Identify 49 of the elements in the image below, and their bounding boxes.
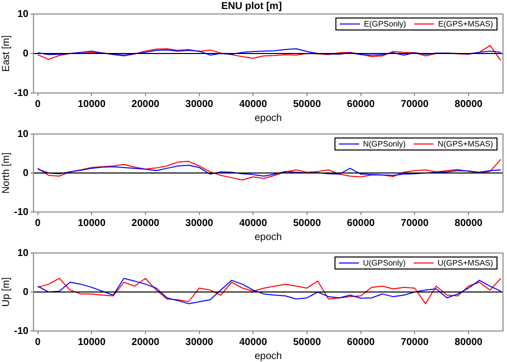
x-tick-label: 0 [34, 336, 41, 348]
y-axis-title: North [m] [0, 152, 12, 194]
x-tick-label: 40000 [239, 98, 268, 110]
x-tick-label: 0 [34, 98, 41, 110]
y-axis-title: East [m] [0, 34, 12, 72]
legend-label: N(GPSonly) [362, 140, 406, 149]
x-axis-title: epoch [254, 350, 282, 362]
x-tick-label: 60000 [346, 336, 376, 348]
x-tick-label: 30000 [185, 98, 214, 110]
x-tick-label: 50000 [293, 218, 322, 229]
y-tick-label: 0 [22, 48, 29, 60]
x-tick-label: 20000 [132, 218, 160, 229]
x-tick-label: 20000 [132, 336, 160, 348]
x-axis-title: epoch [254, 232, 282, 243]
x-tick-label: 60000 [346, 218, 376, 229]
x-tick-label: 10000 [78, 98, 106, 110]
x-tick-label: 30000 [185, 336, 214, 348]
y-tick-label: -10 [14, 88, 29, 99]
x-tick-label: 50000 [293, 98, 322, 110]
y-tick-label: 10 [17, 248, 29, 259]
x-tick-label: 40000 [239, 336, 268, 348]
y-axis-title: Up [m] [0, 277, 12, 307]
x-tick-label: 20000 [132, 98, 160, 110]
y-tick-label: -10 [14, 206, 29, 218]
x-tick-label: 0 [34, 218, 41, 229]
x-tick-label: 70000 [400, 218, 430, 229]
legend-label: N(GPS+MSAS) [438, 140, 494, 149]
x-tick-label: 70000 [400, 336, 430, 348]
y-tick-label: 0 [22, 168, 29, 179]
x-tick-label: 80000 [454, 98, 483, 110]
y-tick-label: 10 [17, 8, 29, 20]
legend-label: E(GPSonly) [364, 20, 406, 29]
x-tick-label: 30000 [185, 218, 214, 229]
x-tick-label: 50000 [293, 336, 322, 348]
y-tick-label: 10 [17, 128, 29, 140]
x-tick-label: 80000 [454, 336, 483, 348]
legend-label: U(GPS+MSAS) [438, 258, 494, 268]
legend-label: E(GPS+MSAS) [438, 20, 494, 29]
y-tick-label: 0 [22, 286, 29, 298]
x-tick-label: 80000 [454, 218, 483, 229]
y-tick-label: -10 [14, 326, 29, 337]
x-tick-label: 40000 [239, 218, 268, 229]
x-tick-label: 10000 [78, 218, 106, 229]
x-tick-label: 60000 [346, 98, 376, 110]
x-axis-title: epoch [254, 112, 282, 124]
x-tick-label: 10000 [78, 336, 106, 348]
chart-title: ENU plot [m] [221, 0, 282, 12]
x-tick-label: 70000 [400, 98, 430, 110]
legend-label: U(GPSonly) [362, 258, 406, 268]
